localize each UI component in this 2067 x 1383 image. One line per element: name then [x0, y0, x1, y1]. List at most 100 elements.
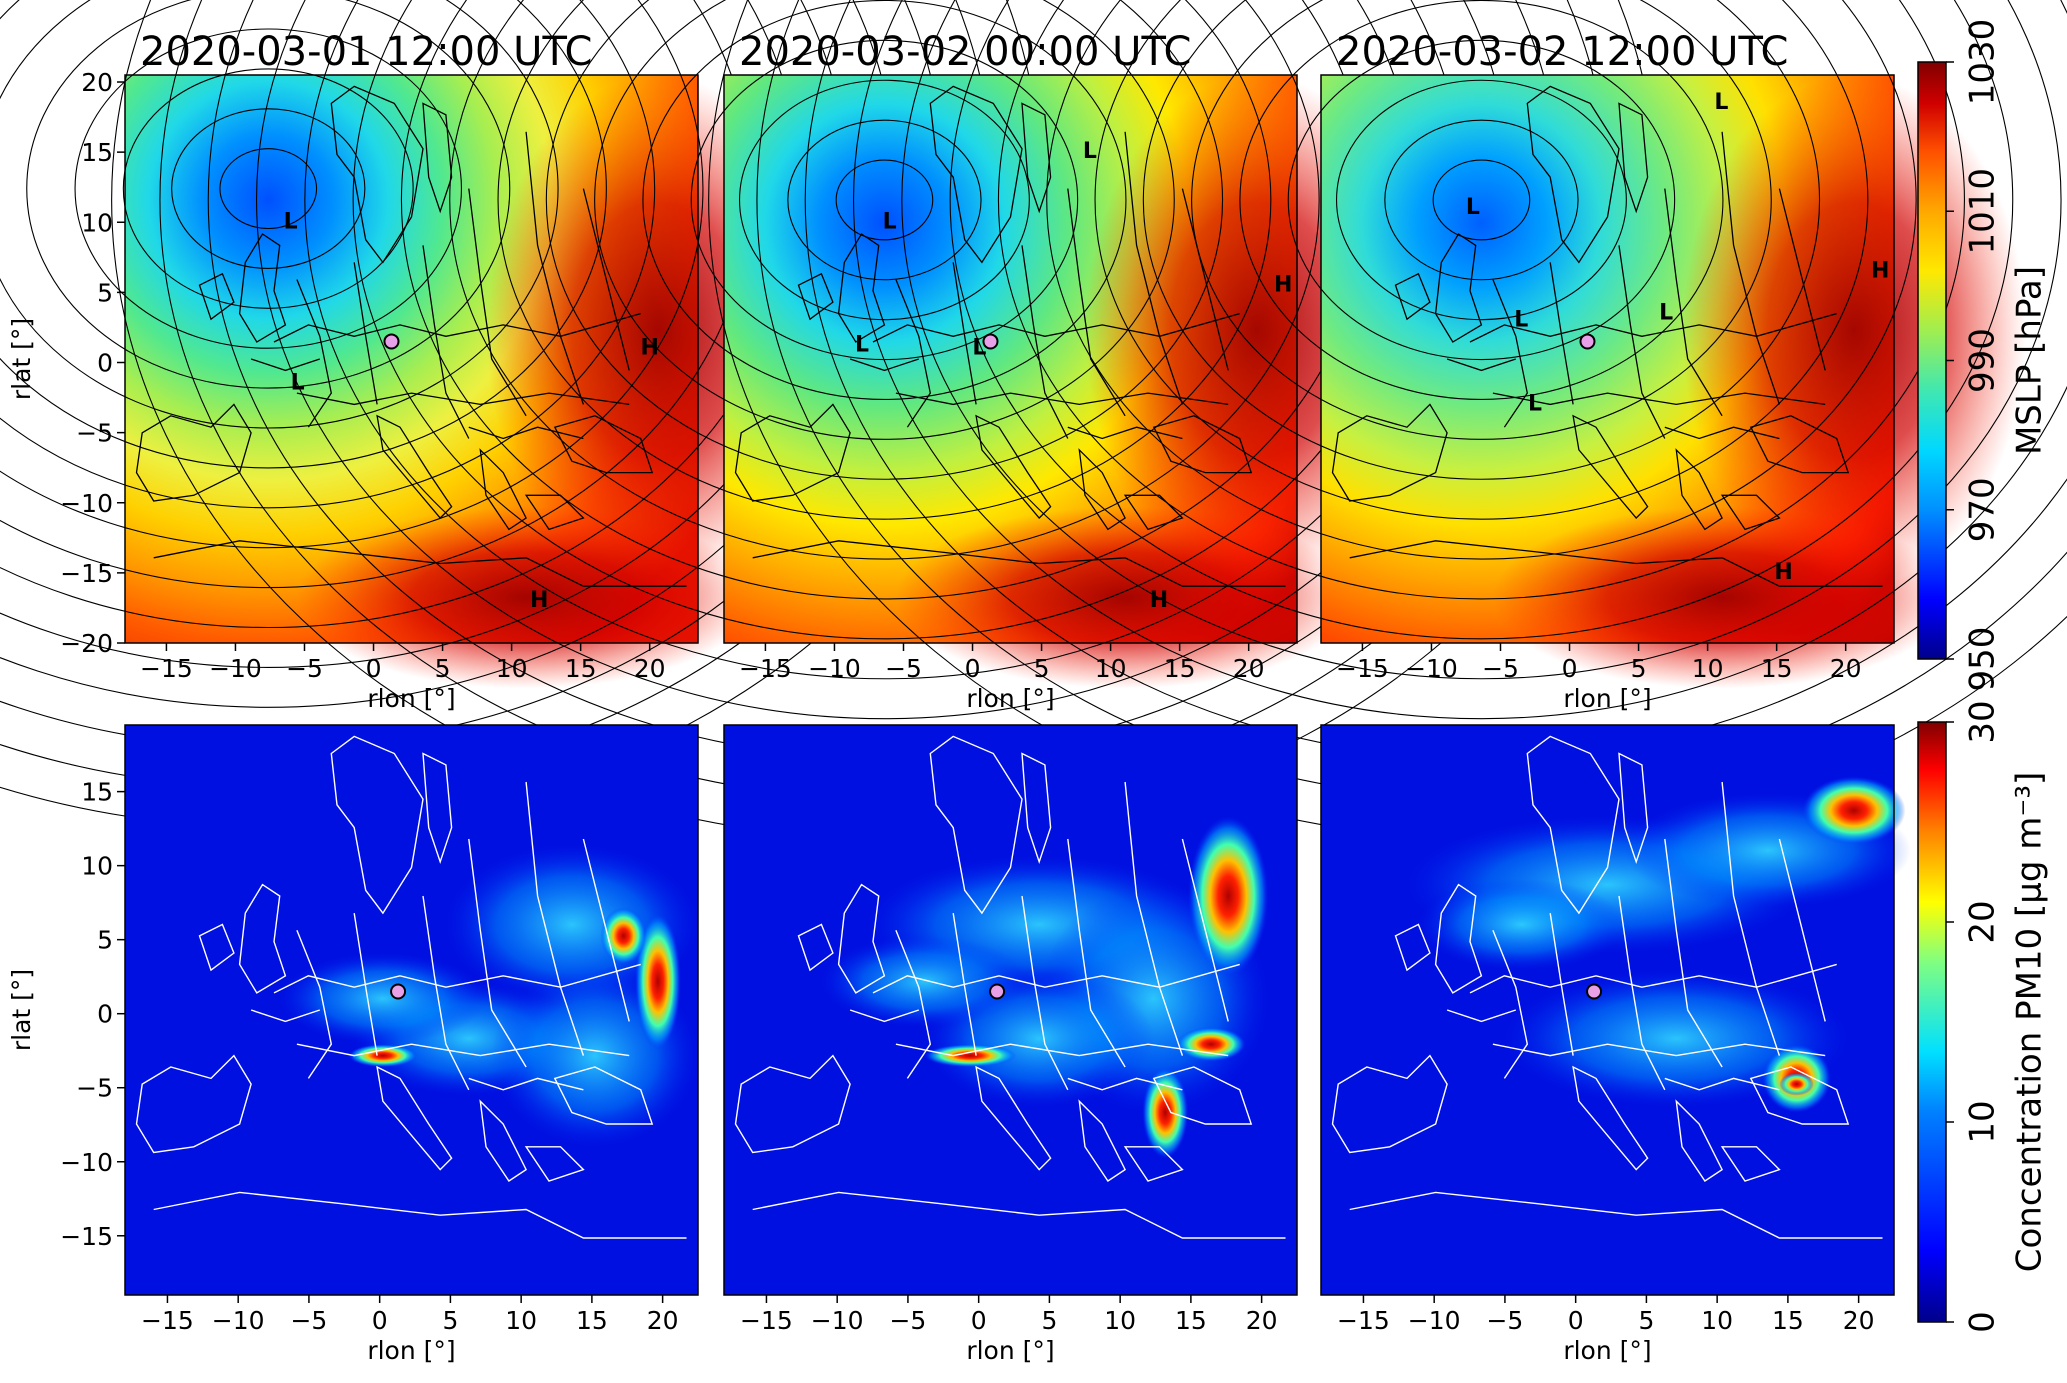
pressure-center-label: H — [1150, 588, 1168, 613]
pressure-center-label: L — [1714, 90, 1728, 115]
axes-frame — [723, 74, 1298, 644]
colorbar-tick-label: 1030 — [1963, 19, 2003, 106]
mslp-colorbar: 950 970 990 1010 1030 MSLP [hPa] — [1917, 19, 2050, 691]
colorbar-label: Concentration PM10 [μg m⁻³] — [2010, 772, 2050, 1273]
pm10-hotspot — [1142, 1067, 1189, 1159]
x-tick-label: −5 — [1482, 654, 1519, 683]
pm10-hotspot — [1779, 1072, 1814, 1096]
pressure-center-label: L — [1083, 139, 1097, 164]
x-tick-label: −15 — [1336, 654, 1389, 683]
panel-timestamp: 2020-03-02 12:00 UTC — [1336, 29, 1788, 75]
coastlines — [734, 735, 1286, 1239]
x-tick-label: 10 — [1701, 1306, 1733, 1335]
panel-timestamp: 2020-03-01 12:00 UTC — [140, 29, 592, 75]
y-axis-label: rlat [°] — [7, 969, 36, 1051]
y-tick-label: 20 — [81, 68, 113, 97]
y-tick-label: −10 — [60, 489, 113, 518]
x-tick-label: −5 — [1486, 1306, 1523, 1335]
x-tick-label: −10 — [1408, 1306, 1461, 1335]
y-tick-label: 5 — [97, 926, 113, 955]
pm10-hotspot — [600, 907, 647, 965]
x-tick-label: 15 — [1761, 654, 1793, 683]
x-axis-label: rlon [°] — [1563, 1336, 1651, 1365]
y-tick-label: −5 — [76, 1074, 113, 1103]
x-tick-label: 20 — [647, 1306, 679, 1335]
colorbar-tick-label: 10 — [1963, 1100, 2003, 1143]
x-tick-label: 5 — [1638, 1306, 1654, 1335]
y-axis-label: rlat [°] — [7, 318, 36, 400]
pressure-center-label: L — [855, 333, 869, 358]
colorbar-tick-label: 970 — [1963, 477, 2003, 542]
y-tick-label: 0 — [97, 349, 113, 378]
x-tick-label: 0 — [971, 1306, 987, 1335]
x-axis-label: rlon [°] — [966, 1336, 1054, 1365]
x-tick-label: −15 — [1337, 1306, 1390, 1335]
site-marker — [1579, 333, 1596, 350]
axes-frame — [1320, 724, 1895, 1296]
x-tick-label: 0 — [372, 1306, 388, 1335]
coastlines — [135, 85, 687, 587]
site-marker — [982, 333, 999, 350]
coastlines — [1331, 735, 1883, 1239]
colorbar-label: MSLP [hPa] — [2010, 266, 2050, 455]
x-tick-label: −5 — [286, 654, 323, 683]
x-tick-label: 20 — [1246, 1306, 1278, 1335]
axes-frame — [124, 724, 699, 1296]
coastlines — [135, 735, 687, 1239]
x-tick-label: 0 — [1562, 654, 1578, 683]
x-tick-label: −15 — [739, 654, 792, 683]
x-tick-label: 5 — [435, 654, 451, 683]
y-tick-label: −20 — [60, 629, 113, 658]
y-tick-label: −10 — [60, 1148, 113, 1177]
y-tick-label: 10 — [81, 208, 113, 237]
pm10-hotspot — [1176, 1027, 1246, 1062]
x-tick-label: 5 — [1631, 654, 1647, 683]
pressure-center-label: L — [883, 209, 897, 234]
y-tick-label: 5 — [97, 278, 113, 307]
pm10-hotspot — [634, 913, 681, 1050]
x-tick-label: −10 — [212, 1306, 265, 1335]
x-tick-label: 20 — [634, 654, 666, 683]
pm10-panel-2: −15 −10 −5 0 5 10 15 20 rlon [°] — [723, 724, 1298, 1365]
pressure-center-label: L — [1466, 195, 1480, 220]
pm10-haze — [1418, 878, 1625, 971]
pressure-center-label: L — [1659, 300, 1673, 325]
pm10-haze — [279, 953, 486, 1045]
x-tick-label: −10 — [808, 654, 861, 683]
pm10-hotspot — [1188, 816, 1269, 976]
pressure-center-label: H — [1871, 258, 1889, 283]
axes-frame — [723, 724, 1298, 1296]
x-tick-label: −5 — [889, 1306, 926, 1335]
x-tick-label: 15 — [1772, 1306, 1804, 1335]
pressure-center-label: H — [640, 335, 658, 360]
site-marker — [390, 983, 407, 1000]
x-tick-label: −15 — [740, 1306, 793, 1335]
y-tick-label: −15 — [60, 1222, 113, 1251]
pm10-haze — [821, 935, 1028, 1028]
colorbar-tick-label: 30 — [1963, 700, 2003, 743]
x-tick-label: 10 — [1692, 654, 1724, 683]
x-tick-label: 0 — [1568, 1306, 1584, 1335]
x-axis-label: rlon [°] — [367, 684, 455, 713]
x-axis-label: rlon [°] — [367, 1336, 455, 1365]
y-tick-label: 15 — [81, 138, 113, 167]
x-tick-label: 20 — [1830, 654, 1862, 683]
y-tick-label: 10 — [81, 852, 113, 881]
pm10-panel-3: −15 −10 −5 0 5 10 15 20 rlon [°] — [1320, 724, 1912, 1365]
x-tick-label: 5 — [442, 1306, 458, 1335]
x-tick-label: −10 — [811, 1306, 864, 1335]
x-tick-label: 20 — [1233, 654, 1265, 683]
x-tick-label: 20 — [1843, 1306, 1875, 1335]
y-tick-label: 15 — [81, 778, 113, 807]
colorbar-tick-label: 990 — [1963, 328, 2003, 393]
site-marker — [1586, 983, 1603, 1000]
pressure-center-label: L — [284, 209, 298, 234]
pm10-hotspot — [1802, 776, 1906, 845]
x-tick-label: −10 — [209, 654, 262, 683]
colorbar-tick-label: 20 — [1963, 900, 2003, 943]
x-tick-label: 10 — [496, 654, 528, 683]
x-tick-label: −5 — [885, 654, 922, 683]
x-tick-label: 10 — [1104, 1306, 1136, 1335]
